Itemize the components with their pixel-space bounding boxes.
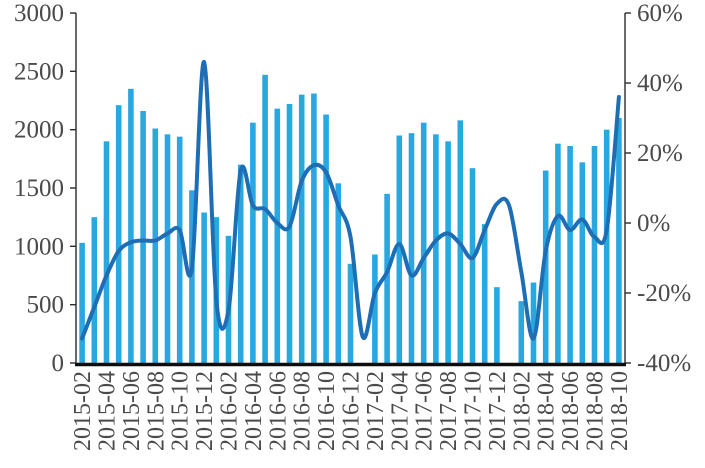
x-axis-label: 2015-12 (192, 371, 218, 451)
x-axis-label: 2016-04 (241, 371, 267, 451)
x-axis-label: 2016-02 (217, 371, 243, 451)
x-axis-label: 2017-06 (412, 371, 438, 451)
bar (152, 128, 159, 363)
y-axis-label-left: 1000 (14, 233, 64, 260)
bar (274, 108, 281, 363)
bar (335, 183, 342, 363)
bar (164, 134, 171, 363)
bar (201, 212, 207, 363)
bar (408, 133, 415, 363)
y-axis-label-left: 3000 (14, 0, 64, 27)
bar (79, 242, 85, 363)
bar (469, 168, 476, 363)
x-axis-label: 2017-12 (485, 371, 511, 451)
bar (603, 129, 610, 363)
bar (347, 263, 354, 363)
bar (323, 114, 329, 363)
bar (579, 162, 586, 363)
bar (115, 105, 122, 364)
y-axis-label-left: 2000 (14, 117, 64, 144)
y-axis-label-left: 500 (27, 292, 65, 319)
y-axis-label-left: 1500 (14, 175, 64, 202)
bar (176, 136, 183, 363)
bar (530, 282, 537, 363)
bar (445, 141, 451, 363)
bar (237, 164, 244, 363)
bar (396, 135, 403, 363)
bar (591, 146, 598, 363)
x-axis-label: 2017-02 (363, 371, 389, 451)
bar (384, 193, 390, 363)
bar (250, 122, 256, 363)
bar (128, 88, 134, 363)
y-axis-label-right: 60% (637, 0, 683, 27)
bar (140, 111, 146, 363)
bar (420, 122, 427, 363)
bar (494, 287, 500, 363)
y-axis-label-right: 20% (637, 140, 683, 167)
x-axis-label: 2015-10 (168, 371, 194, 451)
x-axis-label: 2017-08 (436, 371, 462, 451)
x-axis-label: 2016-08 (290, 371, 316, 451)
x-axis-label: 2017-04 (387, 371, 413, 451)
y-axis-label-left: 0 (52, 350, 65, 377)
x-axis-label: 2018-10 (607, 371, 633, 451)
x-axis-label: 2016-10 (314, 371, 340, 451)
y-axis-label-right: 40% (637, 70, 683, 97)
bar (311, 93, 317, 363)
growth-rate-line (80, 59, 621, 341)
x-axis-label: 2018-02 (509, 371, 535, 451)
x-axis-label: 2018-04 (534, 371, 560, 451)
bar (298, 94, 305, 364)
x-axis-label: 2015-04 (95, 371, 121, 451)
x-axis-label: 2018-08 (583, 371, 609, 451)
bar (542, 170, 549, 363)
y-axis-label-right: 0% (637, 210, 670, 237)
bar (286, 104, 293, 363)
x-axis-label: 2016-06 (265, 371, 291, 451)
x-axis-label: 2015-06 (119, 371, 145, 451)
bar (103, 141, 110, 363)
bar (189, 190, 195, 363)
x-axis-label: 2017-10 (461, 371, 487, 451)
y-axis-label-left: 2500 (14, 58, 64, 85)
bar (481, 224, 488, 363)
y-axis-label-right: -40% (637, 350, 691, 377)
x-axis-label: 2016-12 (339, 371, 365, 451)
y-axis-label-right: -20% (637, 280, 691, 307)
bar (567, 146, 573, 363)
bar (91, 217, 98, 363)
bar (518, 301, 525, 363)
bar (555, 143, 561, 363)
x-axis-label: 2015-08 (143, 371, 169, 451)
bar (616, 118, 622, 363)
bar (372, 254, 378, 363)
bar (433, 134, 439, 363)
bar (262, 74, 268, 363)
x-axis-label: 2018-06 (558, 371, 584, 451)
x-axis-label: 2015-02 (70, 371, 96, 451)
